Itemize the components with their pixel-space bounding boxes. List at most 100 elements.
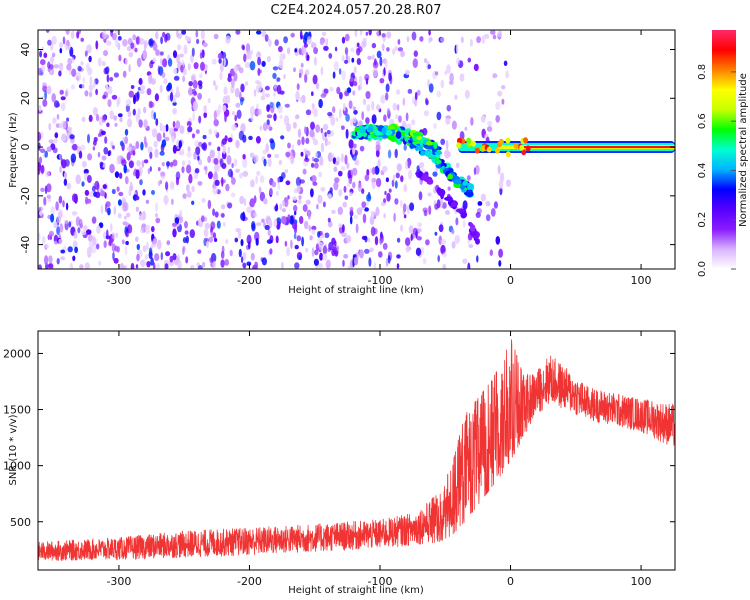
noise-speck: [498, 248, 503, 258]
noise-speck: [80, 37, 84, 42]
snr-frame: [37, 330, 676, 571]
noise-speck: [207, 97, 211, 104]
noise-speck: [182, 193, 187, 199]
noise-speck: [119, 117, 123, 122]
noise-speck: [53, 64, 60, 69]
noise-speck: [46, 85, 52, 95]
noise-speck: [38, 67, 43, 76]
noise-speck: [280, 135, 285, 140]
noise-speck: [271, 181, 277, 188]
noise-speck: [161, 72, 166, 79]
noise-speck: [306, 36, 312, 45]
noise-speck: [425, 97, 428, 103]
noise-speck: [47, 61, 51, 69]
noise-speck: [157, 167, 161, 172]
noise-speck: [202, 142, 208, 151]
trace-blob: [418, 170, 423, 177]
noise-speck: [320, 127, 323, 134]
noise-speck: [223, 57, 226, 67]
noise-speck: [449, 72, 454, 83]
noise-speck: [197, 155, 200, 161]
noise-speck: [128, 189, 132, 197]
noise-speck: [216, 220, 221, 229]
noise-speck: [324, 232, 330, 239]
noise-speck: [117, 199, 122, 206]
noise-speck: [228, 168, 233, 178]
noise-speck: [191, 47, 195, 57]
noise-speck: [263, 198, 268, 205]
noise-speck: [364, 207, 369, 212]
spectrogram-ylabel: Frequency (Hz): [8, 112, 19, 188]
noise-speck: [136, 160, 141, 167]
noise-speck: [201, 197, 206, 203]
noise-speck: [279, 114, 283, 120]
noise-speck: [454, 235, 460, 244]
noise-speck: [329, 86, 334, 92]
noise-speck: [470, 117, 474, 126]
noise-speck: [148, 38, 154, 48]
noise-speck: [124, 246, 128, 256]
noise-speck: [351, 57, 355, 63]
noise-speck: [473, 63, 479, 72]
noise-speck: [348, 100, 353, 110]
noise-speck: [130, 262, 135, 269]
noise-speck: [84, 90, 89, 97]
noise-speck: [383, 67, 386, 76]
noise-speck: [406, 204, 410, 215]
noise-speck: [343, 253, 349, 259]
noise-speck: [155, 118, 159, 126]
noise-speck: [152, 238, 157, 248]
snr-ticks: -300 -200 -100 0 100 500 1000 1500 2000: [3, 331, 675, 588]
noise-speck: [78, 218, 83, 228]
noise-speck: [258, 186, 262, 194]
noise-speck: [375, 206, 380, 216]
noise-speck: [311, 106, 316, 115]
noise-speck: [114, 38, 119, 48]
noise-speck: [191, 200, 195, 205]
noise-speck: [60, 249, 66, 254]
noise-speck: [331, 209, 336, 214]
noise-speck: [59, 165, 62, 174]
noise-speck: [202, 261, 206, 268]
noise-speck: [294, 211, 297, 216]
noise-speck: [324, 131, 327, 138]
noise-speck: [112, 251, 115, 261]
noise-speck: [414, 91, 418, 101]
noise-speck: [304, 220, 309, 230]
noise-speck: [235, 30, 241, 35]
noise-speck: [47, 39, 52, 46]
noise-speck: [52, 116, 56, 125]
noise-speck: [311, 175, 317, 183]
noise-speck: [123, 215, 128, 220]
noise-speck: [71, 68, 77, 78]
noise-speck: [276, 220, 281, 230]
noise-speck: [124, 128, 129, 136]
noise-speck: [274, 153, 280, 159]
noise-speck: [298, 255, 302, 261]
noise-speck: [109, 163, 115, 174]
noise-speck: [222, 104, 227, 112]
noise-speck: [81, 181, 85, 187]
carrier-blob: [513, 142, 519, 149]
noise-speck: [187, 126, 193, 133]
noise-speck: [424, 58, 428, 64]
noise-speck: [149, 166, 152, 172]
noise-speck: [127, 118, 133, 128]
noise-speck: [122, 137, 126, 142]
noise-speck: [261, 60, 266, 67]
noise-speck: [364, 73, 370, 82]
noise-speck: [396, 254, 401, 259]
noise-speck: [234, 237, 239, 243]
noise-speck: [125, 240, 129, 246]
noise-speck: [375, 149, 380, 158]
colorbar-ticks: 0.0 0.2 0.4 0.6 0.8: [697, 64, 736, 277]
noise-speck: [344, 33, 350, 42]
noise-speck: [56, 226, 60, 236]
noise-speck: [99, 188, 104, 196]
noise-speck: [231, 124, 237, 131]
carrier-blob: [523, 137, 528, 144]
noise-speck: [383, 213, 386, 219]
noise-speck: [227, 137, 233, 143]
noise-speck: [342, 201, 348, 208]
noise-speck: [172, 228, 177, 238]
